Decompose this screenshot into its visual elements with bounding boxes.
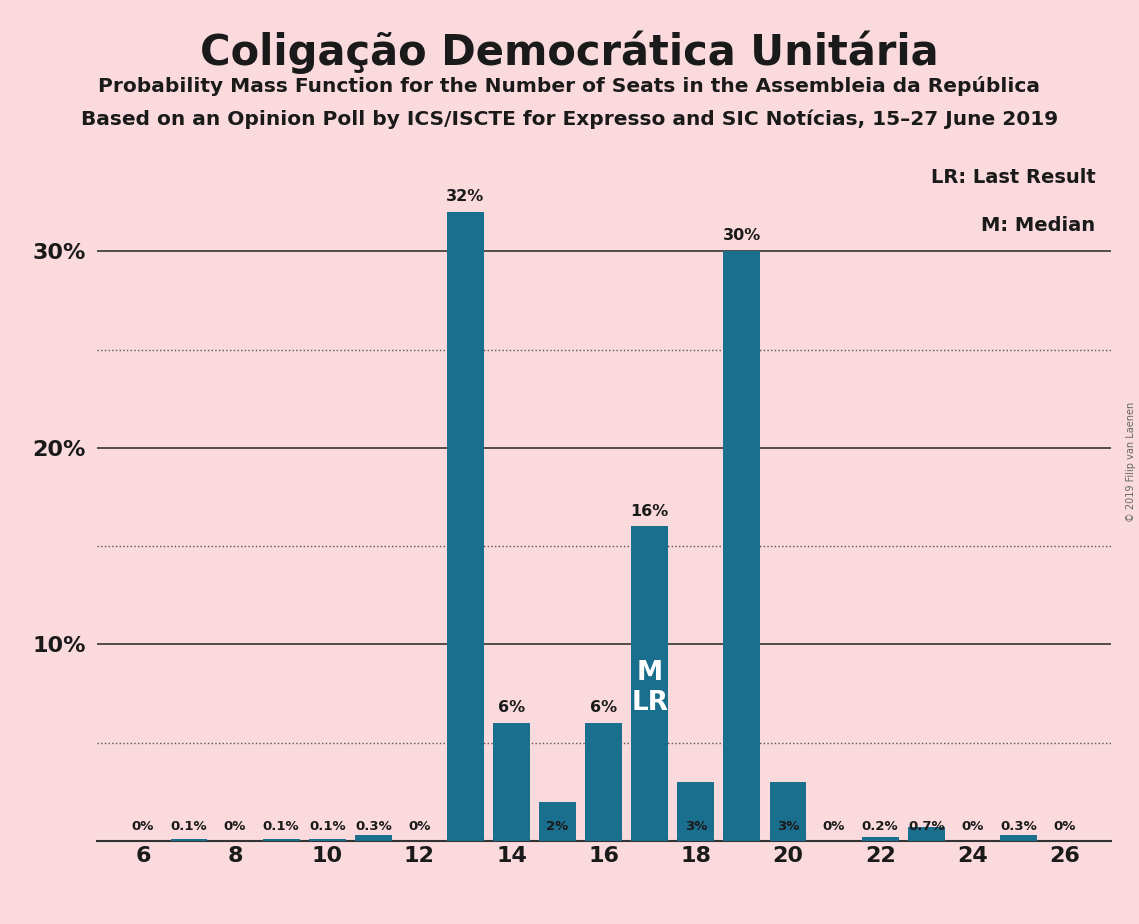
Text: Probability Mass Function for the Number of Seats in the Assembleia da República: Probability Mass Function for the Number… xyxy=(98,76,1041,96)
Text: Coligação Democrática Unitária: Coligação Democrática Unitária xyxy=(200,30,939,74)
Text: LR: Last Result: LR: Last Result xyxy=(931,167,1096,187)
Text: 0.2%: 0.2% xyxy=(862,820,899,833)
Text: 0%: 0% xyxy=(1054,820,1075,833)
Text: 3%: 3% xyxy=(777,820,800,833)
Bar xyxy=(1000,835,1036,841)
Text: 0%: 0% xyxy=(822,820,845,833)
Text: 0.1%: 0.1% xyxy=(171,820,207,833)
Text: Based on an Opinion Poll by ICS/ISCTE for Expresso and SIC Notícias, 15–27 June : Based on an Opinion Poll by ICS/ISCTE fo… xyxy=(81,109,1058,128)
Text: 0.7%: 0.7% xyxy=(908,820,944,833)
Bar xyxy=(862,837,899,841)
Bar xyxy=(908,827,944,841)
Text: 0.3%: 0.3% xyxy=(355,820,392,833)
Bar xyxy=(678,782,714,841)
Bar xyxy=(631,527,669,841)
Text: 3%: 3% xyxy=(685,820,707,833)
Text: 0%: 0% xyxy=(408,820,431,833)
Text: 0%: 0% xyxy=(224,820,246,833)
Text: 6%: 6% xyxy=(590,700,617,715)
Text: 2%: 2% xyxy=(547,820,568,833)
Bar xyxy=(493,723,530,841)
Bar xyxy=(539,801,576,841)
Text: 0.1%: 0.1% xyxy=(263,820,300,833)
Bar xyxy=(309,839,345,841)
Bar xyxy=(723,251,761,841)
Bar xyxy=(770,782,806,841)
Bar xyxy=(446,212,484,841)
Bar xyxy=(585,723,622,841)
Text: 32%: 32% xyxy=(446,189,484,204)
Bar xyxy=(171,839,207,841)
Text: 6%: 6% xyxy=(498,700,525,715)
Text: 0.3%: 0.3% xyxy=(1000,820,1036,833)
Bar xyxy=(355,835,392,841)
Text: © 2019 Filip van Laenen: © 2019 Filip van Laenen xyxy=(1126,402,1136,522)
Text: M
LR: M LR xyxy=(631,660,669,715)
Text: 0.1%: 0.1% xyxy=(309,820,345,833)
Text: 30%: 30% xyxy=(723,228,761,243)
Text: M: Median: M: Median xyxy=(981,216,1096,236)
Bar xyxy=(263,839,300,841)
Text: 0%: 0% xyxy=(961,820,983,833)
Text: 0%: 0% xyxy=(132,820,154,833)
Text: 16%: 16% xyxy=(631,504,669,518)
